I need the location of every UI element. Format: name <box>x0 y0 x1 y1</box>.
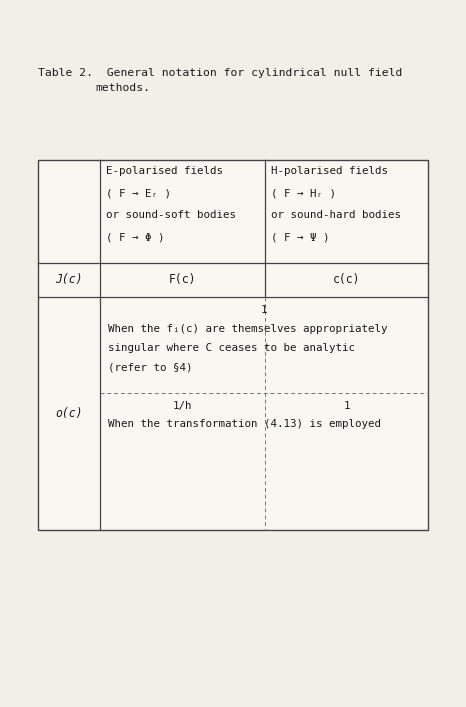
Text: singular where C ceases to be analytic: singular where C ceases to be analytic <box>108 343 355 353</box>
Text: When the fᵢ(c) are themselves appropriately: When the fᵢ(c) are themselves appropriat… <box>108 324 388 334</box>
Text: methods.: methods. <box>95 83 150 93</box>
Text: o(c): o(c) <box>55 407 83 420</box>
Text: ( F → Hᵣ ): ( F → Hᵣ ) <box>271 188 336 198</box>
Text: or sound-hard bodies: or sound-hard bodies <box>271 210 401 220</box>
Text: F(c): F(c) <box>169 274 196 286</box>
Text: When the transformation (4.13) is employed: When the transformation (4.13) is employ… <box>108 419 381 429</box>
Text: ( F → Eᵣ ): ( F → Eᵣ ) <box>106 188 171 198</box>
Text: or sound-soft bodies: or sound-soft bodies <box>106 210 236 220</box>
Text: ( F → Φ ): ( F → Φ ) <box>106 232 164 242</box>
Text: ( F → Ψ ): ( F → Ψ ) <box>271 232 329 242</box>
Text: E-polarised fields: E-polarised fields <box>106 166 223 176</box>
Text: H-polarised fields: H-polarised fields <box>271 166 388 176</box>
Text: (refer to §4): (refer to §4) <box>108 362 192 372</box>
Bar <box>38 160 428 530</box>
Text: Table 2.  General notation for cylindrical null field: Table 2. General notation for cylindrica… <box>38 68 402 78</box>
Text: 1: 1 <box>261 305 267 315</box>
Text: 1/h: 1/h <box>173 401 192 411</box>
Text: 1: 1 <box>343 401 350 411</box>
Text: J(c): J(c) <box>55 274 83 286</box>
Text: c(c): c(c) <box>333 274 360 286</box>
